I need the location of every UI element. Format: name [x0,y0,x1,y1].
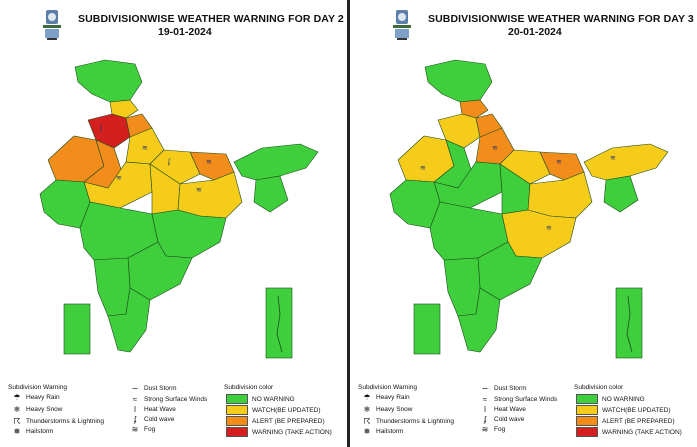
region-karnataka [443,257,481,317]
legend-color-warning: WARNING (TAKE ACTION) [226,427,332,437]
india-warning-map-day3: ≋ ≋ ≋ ≋ ≋ [389,59,669,359]
cold-wave-icon: ʄ [99,125,103,132]
legend-item-hailstorm: ❅ Hailstorm [13,426,54,436]
legend-subdivision-warning-header: Subdivision Warning [8,384,68,391]
legend-item-thunderstorm: ☈ Thunderstorms & Lightning [363,416,455,426]
thunderstorm-icon: ☈ [13,416,21,426]
legend-item-strong-winds: ≈ Strong Surface Winds [480,395,557,404]
heavy-rain-icon: ☂ [13,392,21,402]
legend-item-dust-storm: ∼ Dust Storm [481,383,527,393]
legend-subdivision-warning-header: Subdivision Warning [358,384,418,391]
region-jammu-kashmir [74,59,143,103]
imd-emblem-icon [43,10,61,40]
legend-color-no-warning: NO WARNING [226,394,295,404]
warning-panel-day3: SUBDIVISIONWISE WEATHER WARNING FOR DAY … [350,0,697,447]
dust-storm-icon: ∼ [131,383,139,393]
region-lakshadweep [63,303,91,355]
hailstorm-icon: ❅ [13,426,21,436]
legend-item-heavy-snow: ❄ Heavy Snow [13,404,63,414]
legend-item-heat-wave: Ɩ Heat Wave [480,405,526,414]
region-lakshadweep [413,303,441,355]
region-jammu-kashmir [424,59,493,103]
legend: Subdivision Warning ☂ Heavy Rain ❄ Heavy S… [350,384,697,447]
legend-item-thunderstorm: ☈ Thunderstorms & Lightning [13,416,105,426]
region-northeast-south [603,175,639,213]
region-northeast [233,143,319,181]
legend-item-heavy-snow: ❄ Heavy Snow [363,404,413,414]
watch-swatch [226,405,248,415]
region-himachal [109,99,139,119]
legend: Subdivision Warning ☂ Heavy Rain ❄ Heavy S… [0,384,347,447]
no-warning-swatch [226,394,248,404]
fog-icon: ≋ [116,175,122,182]
legend-item-fog: ≋ Fog [131,424,156,434]
hailstorm-icon: ❅ [363,426,371,436]
fog-icon: ≋ [131,424,139,434]
legend-subdivision-color-header: Subdivision color [574,384,624,391]
alert-swatch [576,416,598,426]
fog-icon: ≋ [196,187,202,194]
region-south-peninsula [457,287,501,353]
heat-wave-icon: Ɩ [134,404,136,414]
legend-color-watch: WATCH(BE UPDATED) [576,405,671,415]
region-himachal [459,99,489,119]
wind-icon: ≈ [482,394,488,404]
fog-icon: ≋ [556,159,562,166]
legend-item-hailstorm: ❅ Hailstorm [363,426,404,436]
region-east-up [149,149,201,185]
fog-icon: ≋ [610,155,616,162]
legend-color-alert: ALERT (BE PREPARED) [226,416,325,426]
imd-emblem-icon [393,10,411,40]
fog-icon: ≋ [206,159,212,166]
legend-color-watch: WATCH(BE UPDATED) [226,405,321,415]
no-warning-swatch [576,394,598,404]
fog-icon: ≋ [420,165,426,172]
fog-icon: ≋ [492,145,498,152]
legend-item-dust-storm: ∼ Dust Storm [131,383,177,393]
legend-item-fog: ≋ Fog [481,424,506,434]
cold-wave-icon: ʄ [133,414,137,424]
legend-item-heat-wave: Ɩ Heat Wave [130,405,176,414]
legend-item-strong-winds: ≈ Strong Surface Winds [130,395,207,404]
fog-icon: ≋ [546,225,552,232]
legend-color-no-warning: NO WARNING [576,394,645,404]
legend-subdivision-color-header: Subdivision color [224,384,274,391]
warning-swatch [576,427,598,437]
fog-icon: ≋ [481,424,489,434]
heat-wave-icon: Ɩ [484,404,486,414]
region-karnataka [93,257,131,317]
legend-item-cold-wave: ʄ Cold wave [130,415,174,424]
heavy-snow-icon: ❄ [13,404,21,414]
map-date: 19-01-2024 [158,26,212,38]
heavy-rain-icon: ☂ [363,392,371,402]
wind-icon: ≈ [132,394,138,404]
legend-item-cold-wave: ʄ Cold wave [480,415,524,424]
warning-swatch [226,427,248,437]
dust-storm-icon: ∼ [481,383,489,393]
legend-color-alert: ALERT (BE PREPARED) [576,416,675,426]
region-east-up [499,149,551,185]
map-title: SUBDIVISIONWISE WEATHER WARNING FOR DAY … [428,13,694,25]
region-northeast-south [253,175,289,213]
region-south-peninsula [107,287,151,353]
fog-icon: ≋ [142,145,148,152]
alert-swatch [226,416,248,426]
heavy-snow-icon: ❄ [363,404,371,414]
region-northeast [583,143,669,181]
legend-item-heavy-rain: ☂ Heavy Rain [13,392,60,402]
legend-item-heavy-rain: ☂ Heavy Rain [363,392,410,402]
watch-swatch [576,405,598,415]
panel-divider [347,0,350,447]
india-warning-map-day2: ʄ ≋ ʄ ≋ ≋ ≋ [39,59,319,359]
thunderstorm-icon: ☈ [363,416,371,426]
cold-wave-icon: ʄ [167,159,171,166]
map-title: SUBDIVISIONWISE WEATHER WARNING FOR DAY … [78,13,344,25]
legend-color-warning: WARNING (TAKE ACTION) [576,427,682,437]
cold-wave-icon: ʄ [483,414,487,424]
warning-panel-day2: SUBDIVISIONWISE WEATHER WARNING FOR DAY … [0,0,347,447]
map-date: 20-01-2024 [508,26,562,38]
